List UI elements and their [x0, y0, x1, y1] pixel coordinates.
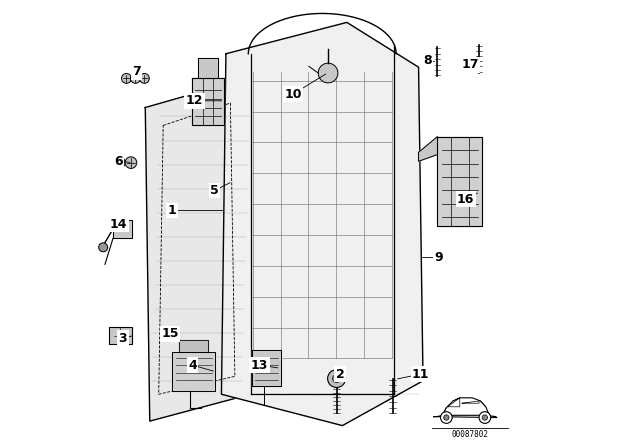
Polygon shape: [179, 340, 208, 352]
Circle shape: [440, 412, 452, 423]
Text: 16: 16: [457, 193, 474, 206]
Text: 4: 4: [188, 358, 196, 372]
Circle shape: [444, 415, 449, 420]
Polygon shape: [252, 350, 281, 386]
Circle shape: [328, 370, 346, 388]
Circle shape: [113, 157, 125, 168]
Text: 15: 15: [161, 327, 179, 340]
FancyBboxPatch shape: [109, 327, 132, 344]
Circle shape: [482, 415, 488, 420]
Polygon shape: [192, 78, 224, 125]
Circle shape: [125, 157, 137, 168]
Polygon shape: [437, 137, 482, 226]
Text: 3: 3: [118, 332, 127, 345]
Text: 1: 1: [168, 204, 177, 217]
Circle shape: [131, 73, 140, 83]
Text: 6: 6: [114, 155, 123, 168]
Text: 12: 12: [186, 94, 204, 108]
Polygon shape: [198, 58, 218, 78]
Text: 11: 11: [412, 367, 429, 381]
Circle shape: [318, 63, 338, 83]
Polygon shape: [145, 81, 251, 421]
Polygon shape: [221, 22, 423, 426]
Text: 17: 17: [461, 58, 479, 72]
Text: 5: 5: [211, 184, 219, 197]
Circle shape: [479, 412, 491, 423]
Text: 10: 10: [284, 87, 302, 101]
Text: 13: 13: [251, 358, 268, 372]
Text: 7: 7: [132, 65, 141, 78]
Circle shape: [122, 73, 131, 83]
Polygon shape: [419, 137, 437, 161]
Circle shape: [99, 243, 108, 252]
Polygon shape: [172, 352, 215, 391]
Circle shape: [333, 375, 340, 383]
Text: 2: 2: [336, 367, 344, 381]
Text: 00087802: 00087802: [452, 430, 488, 439]
Text: 8: 8: [423, 54, 432, 67]
Text: 14: 14: [109, 217, 127, 231]
Circle shape: [140, 73, 149, 83]
Text: 9: 9: [435, 251, 443, 264]
Polygon shape: [113, 220, 132, 238]
